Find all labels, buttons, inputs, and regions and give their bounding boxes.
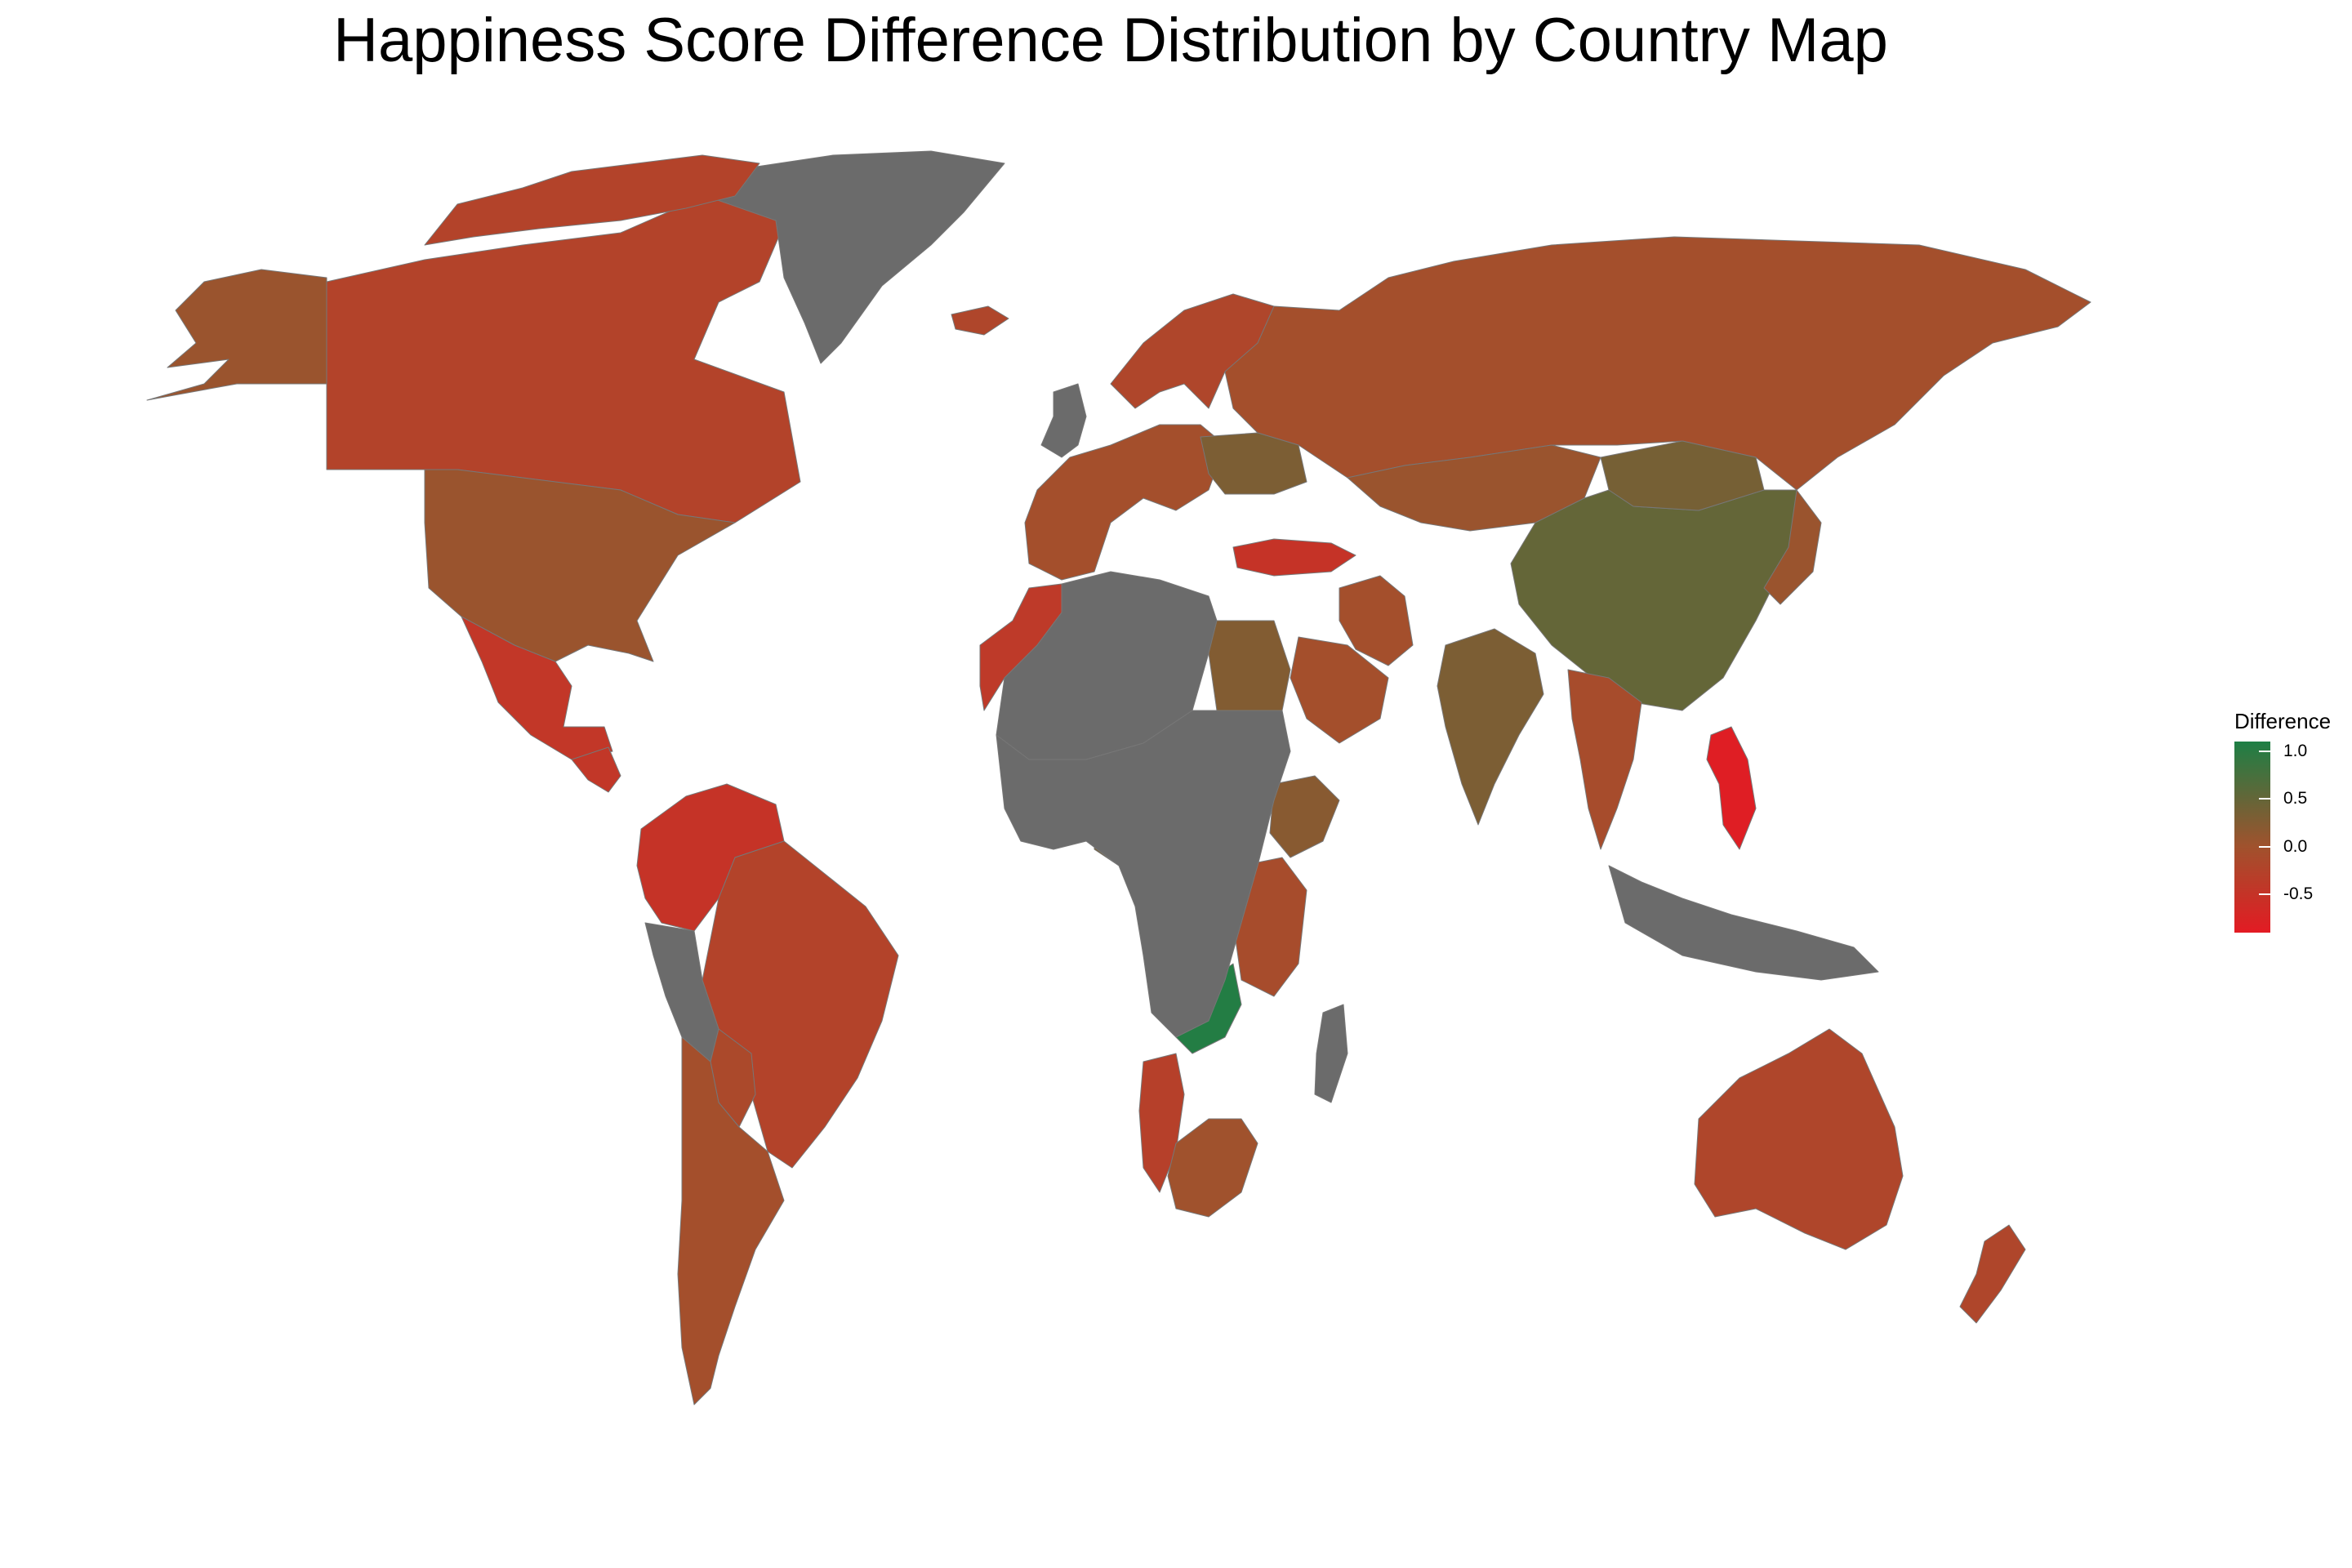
country-central-america xyxy=(571,746,621,793)
country-madagascar xyxy=(1314,1004,1348,1103)
legend-tick-mark xyxy=(2259,845,2270,848)
map-title: Happiness Score Difference Distribution … xyxy=(333,6,1888,75)
country-argentina-chile xyxy=(677,1036,785,1405)
legend-tick-mark xyxy=(2259,750,2270,752)
legend-tick-mark xyxy=(2259,798,2270,800)
country-southeast-asia xyxy=(1567,669,1642,850)
country-arctic-islands xyxy=(424,154,760,246)
country-egypt xyxy=(1208,620,1291,711)
country-united-kingdom xyxy=(1040,383,1087,458)
country-ukraine xyxy=(1200,432,1307,495)
country-iceland xyxy=(951,305,1009,336)
legend-tick-label: 0.0 xyxy=(2283,836,2308,856)
country-central-africa xyxy=(996,710,1291,1038)
country-iran xyxy=(1339,575,1414,666)
country-india xyxy=(1437,628,1544,826)
country-mongolia xyxy=(1600,440,1765,511)
country-mexico xyxy=(461,616,613,760)
country-australia xyxy=(1694,1028,1904,1250)
country-south-africa xyxy=(1167,1118,1258,1218)
country-united-states xyxy=(424,469,736,662)
country-scandinavia xyxy=(1110,293,1275,409)
country-japan xyxy=(1763,489,1822,605)
country-new-zealand xyxy=(1959,1224,2026,1324)
country-western-europe xyxy=(1024,424,1226,581)
country-canada xyxy=(326,195,801,523)
legend-title: Difference xyxy=(2234,709,2332,733)
country-greenland xyxy=(693,150,1005,364)
country-ethiopia xyxy=(1269,775,1340,858)
country-turkey xyxy=(1232,538,1356,577)
legend-tick-mark xyxy=(2259,893,2270,896)
legend-tick-label: 0.5 xyxy=(2283,789,2308,808)
legend-tick-label: 1.0 xyxy=(2283,741,2308,760)
legend-tick-label: -0.5 xyxy=(2283,884,2314,904)
country-alaska-usa xyxy=(146,269,327,401)
country-saudi-arabia xyxy=(1290,636,1389,744)
legend-color-bar xyxy=(2234,742,2270,933)
country-china xyxy=(1510,489,1814,711)
country-indonesia xyxy=(1608,865,1879,981)
country-philippines xyxy=(1706,726,1757,850)
